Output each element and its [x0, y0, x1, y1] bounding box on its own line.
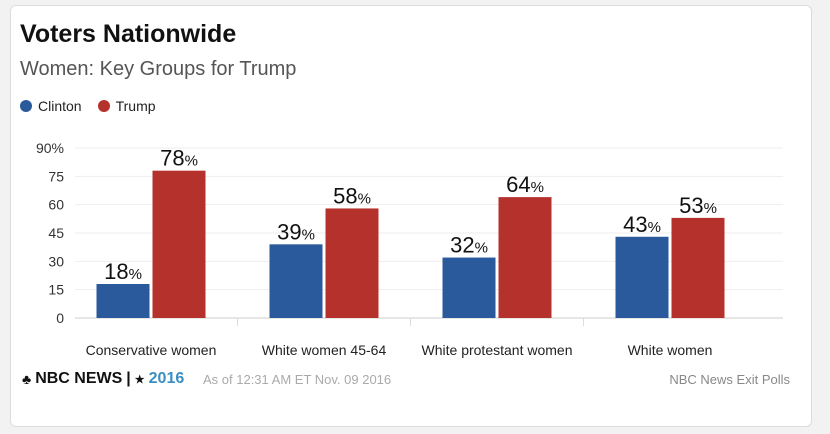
y-tick-label: 90%: [36, 140, 64, 156]
legend-item-clinton: Clinton: [20, 98, 82, 114]
y-tick-label: 30: [48, 253, 64, 269]
nbc-news-logo: ♣ NBC NEWS | ★ 2016: [22, 370, 184, 388]
timestamp: As of 12:31 AM ET Nov. 09 2016: [203, 372, 392, 387]
data-label: 78%: [160, 146, 198, 171]
data-label: 18%: [104, 259, 142, 284]
x-tick-label: White protestant women: [422, 342, 573, 358]
peacock-icon: ♣: [22, 371, 32, 387]
y-tick-label: 45: [48, 225, 64, 241]
legend-label: Trump: [115, 98, 156, 114]
data-label: 32%: [450, 233, 488, 258]
chart-subtitle: Women: Key Groups for Trump: [20, 58, 297, 80]
y-tick-label: 60: [48, 197, 64, 213]
y-tick-label: 15: [48, 282, 64, 298]
data-label: 43%: [623, 212, 661, 237]
data-label: 39%: [277, 219, 315, 244]
separator: |: [126, 370, 131, 387]
data-label: 58%: [333, 183, 371, 208]
star-icon: ★: [134, 373, 145, 386]
x-tick-label: White women 45-64: [262, 342, 387, 358]
legend: Clinton Trump: [20, 98, 156, 114]
year-text: 2016: [148, 370, 185, 387]
bar-trump: [671, 217, 725, 318]
data-label: 53%: [679, 193, 717, 218]
bar-trump: [325, 208, 379, 318]
x-tick-label: White women: [628, 342, 713, 358]
y-tick-label: 75: [48, 168, 64, 184]
y-tick-label: 0: [56, 310, 64, 326]
bar-clinton: [442, 257, 496, 318]
legend-item-trump: Trump: [97, 98, 156, 114]
bar-clinton: [615, 236, 669, 318]
brand-text: NBC NEWS: [35, 370, 123, 387]
bar-trump: [152, 170, 206, 318]
chart-title: Voters Nationwide: [20, 20, 237, 48]
bar-trump: [498, 197, 552, 318]
legend-swatch: [97, 100, 110, 112]
chart-card: [10, 5, 812, 427]
data-label: 64%: [506, 172, 544, 197]
bar-clinton: [269, 244, 323, 318]
legend-label: Clinton: [38, 98, 82, 114]
bar-clinton: [96, 284, 150, 318]
source-note: NBC News Exit Polls: [669, 372, 790, 387]
x-tick-label: Conservative women: [86, 342, 217, 358]
legend-swatch: [20, 100, 32, 112]
